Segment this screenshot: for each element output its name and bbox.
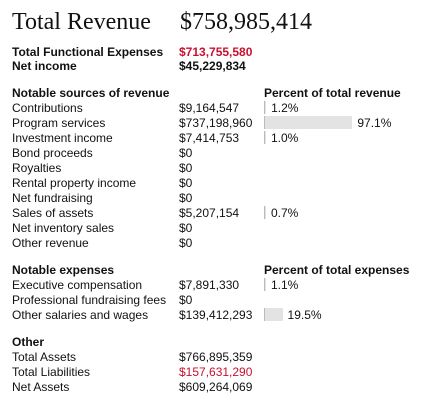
row-amount: $9,164,547: [179, 101, 240, 115]
section-heading: Other: [12, 335, 45, 349]
row-label: Sales of assets: [12, 206, 94, 220]
row-amount: $0: [179, 221, 193, 235]
row-amount: $0: [179, 236, 193, 250]
row-label: Bond proceeds: [12, 146, 93, 160]
row-amount: $7,891,330: [179, 278, 240, 292]
row-amount: $7,414,753: [179, 131, 240, 145]
row-label: Net Assets: [12, 380, 70, 394]
row-amount: $737,198,960: [179, 116, 253, 130]
row-amount: $139,412,293: [179, 308, 253, 322]
summary-label: Net income: [12, 59, 77, 73]
row-amount: $0: [179, 293, 193, 307]
row-label: Professional fundraising fees: [12, 293, 167, 307]
percent-bar: [264, 206, 266, 219]
row-label: Total Liabilities: [12, 365, 91, 379]
percent-heading: Percent of total revenue: [264, 86, 401, 100]
percent-bar: [264, 101, 267, 114]
row-amount: $0: [179, 161, 193, 175]
row-label: Net fundraising: [12, 191, 93, 205]
percent-label: 19.5%: [287, 308, 322, 322]
summary-value: $45,229,834: [179, 59, 246, 73]
percent-bar: [264, 278, 266, 291]
row-label: Investment income: [12, 131, 113, 145]
row-label: Net inventory sales: [12, 221, 115, 235]
row-label: Other salaries and wages: [12, 308, 149, 322]
row-amount: $157,631,290: [179, 365, 253, 379]
row-amount: $0: [179, 191, 193, 205]
row-amount: $0: [179, 176, 193, 190]
total-amount: $758,985,414: [180, 9, 312, 35]
section-heading: Notable sources of revenue: [12, 86, 170, 100]
row-amount: $766,895,359: [179, 350, 253, 364]
percent-label: 97.1%: [357, 116, 392, 130]
percent-label: 0.7%: [271, 206, 299, 220]
summary-value: $713,755,580: [179, 45, 253, 59]
row-label: Contributions: [12, 101, 83, 115]
row-amount: $609,264,069: [179, 380, 253, 394]
percent-label: 1.2%: [271, 101, 299, 115]
percent-bar: [264, 116, 353, 129]
row-label: Other revenue: [12, 236, 89, 250]
row-amount: $5,207,154: [179, 206, 240, 220]
summary-label: Total Functional Expenses: [12, 45, 164, 59]
row-label: Royalties: [12, 161, 62, 175]
row-label: Program services: [12, 116, 106, 130]
section-heading: Notable expenses: [12, 263, 115, 277]
percent-bar: [264, 131, 266, 144]
title: Total Revenue: [12, 9, 151, 35]
percent-label: 1.0%: [271, 131, 299, 145]
row-label: Executive compensation: [12, 278, 143, 292]
row-amount: $0: [179, 146, 193, 160]
row-label: Total Assets: [12, 350, 77, 364]
percent-heading: Percent of total expenses: [264, 263, 410, 277]
percent-bar: [264, 308, 283, 321]
percent-label: 1.1%: [271, 278, 299, 292]
row-label: Rental property income: [12, 176, 137, 190]
